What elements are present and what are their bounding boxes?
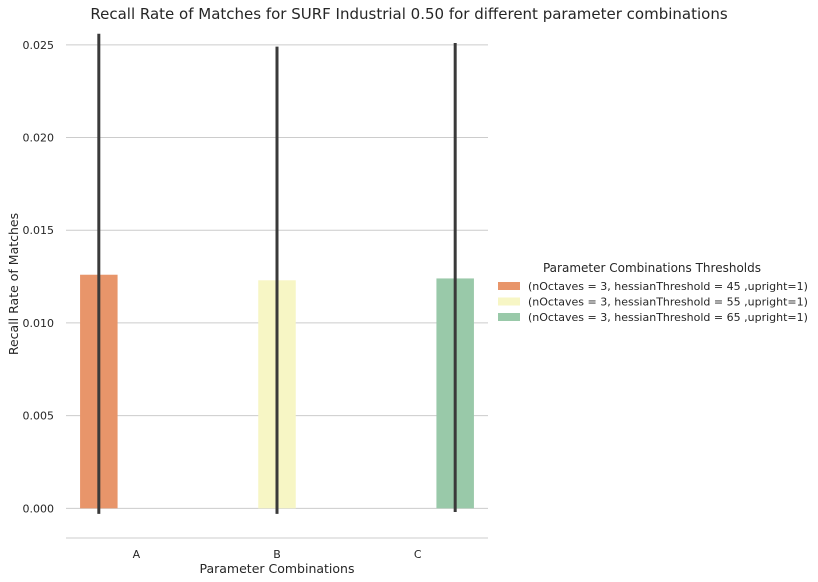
- legend-label: (nOctaves = 3, hessianThreshold = 55 ,up…: [528, 296, 808, 309]
- y-tick-label: 0.005: [23, 410, 55, 423]
- chart-title: Recall Rate of Matches for SURF Industri…: [90, 5, 727, 23]
- error-bars: [97, 33, 457, 514]
- y-ticks: 0.000 0.005 0.010 0.015 0.020 0.025: [23, 39, 55, 516]
- legend-items: (nOctaves = 3, hessianThreshold = 45 ,up…: [498, 280, 808, 324]
- legend-swatch: [498, 282, 520, 290]
- legend-label: (nOctaves = 3, hessianThreshold = 45 ,up…: [528, 280, 808, 293]
- y-axis-label: Recall Rate of Matches: [6, 213, 21, 355]
- legend-swatch: [498, 313, 520, 321]
- x-tick-label: B: [273, 548, 281, 561]
- y-tick-label: 0.020: [23, 132, 55, 145]
- legend-label: (nOctaves = 3, hessianThreshold = 65 ,up…: [528, 311, 808, 324]
- legend-title: Parameter Combinations Thresholds: [543, 261, 761, 275]
- x-tick-label: C: [414, 548, 422, 561]
- legend: Parameter Combinations Thresholds (nOcta…: [498, 261, 808, 324]
- x-ticks: A B C: [133, 548, 422, 561]
- x-axis-label: Parameter Combinations: [199, 561, 354, 576]
- y-tick-label: 0.025: [23, 39, 55, 52]
- y-tick-label: 0.015: [23, 224, 55, 237]
- legend-swatch: [498, 297, 520, 306]
- x-tick-label: A: [133, 548, 141, 561]
- y-tick-label: 0.010: [23, 317, 55, 330]
- y-tick-label: 0.000: [23, 502, 55, 515]
